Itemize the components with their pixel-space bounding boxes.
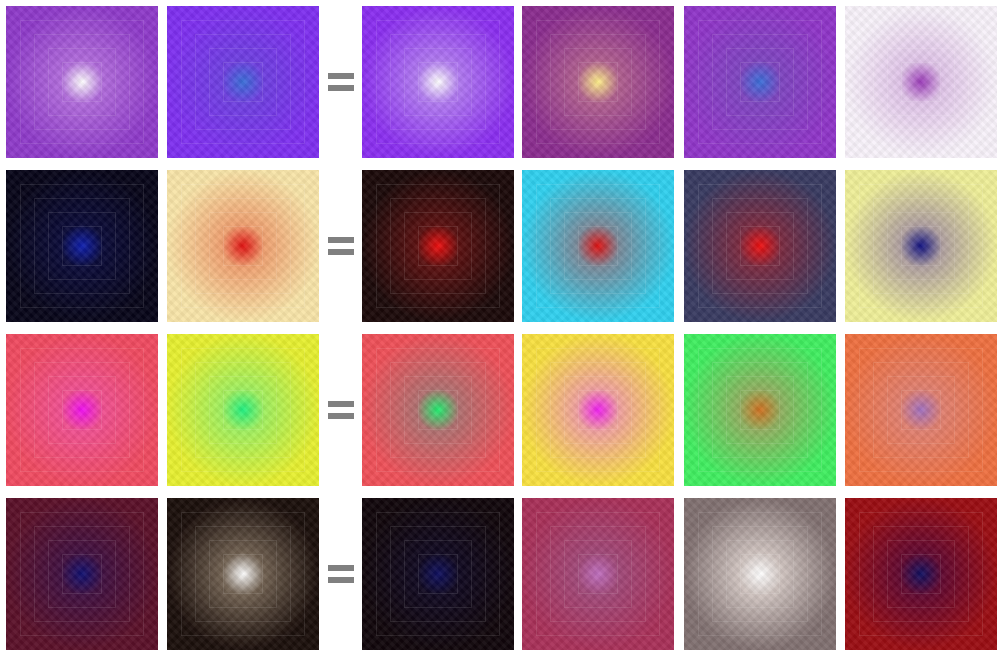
output-swatch-2-2 — [522, 170, 674, 322]
input-swatch-2-2 — [167, 170, 319, 322]
output-swatch-4-3 — [684, 498, 836, 650]
input-swatch-4-1 — [6, 498, 158, 650]
output-swatch-4-4 — [845, 498, 997, 650]
output-swatch-2-3 — [684, 170, 836, 322]
output-swatch-2-1 — [362, 170, 514, 322]
output-swatch-4-2 — [522, 498, 674, 650]
equals-sign-icon — [328, 237, 358, 259]
input-swatch-2-1 — [6, 170, 158, 322]
output-swatch-2-4 — [845, 170, 997, 322]
output-swatch-3-2 — [522, 334, 674, 486]
output-swatch-1-3 — [684, 6, 836, 158]
output-swatch-3-1 — [362, 334, 514, 486]
output-swatch-1-2 — [522, 6, 674, 158]
output-swatch-1-1 — [362, 6, 514, 158]
output-swatch-3-3 — [684, 334, 836, 486]
input-swatch-4-2 — [167, 498, 319, 650]
output-swatch-4-1 — [362, 498, 514, 650]
input-swatch-3-2 — [167, 334, 319, 486]
equals-sign-icon — [328, 73, 358, 95]
output-swatch-1-4 — [845, 6, 997, 158]
equals-sign-icon — [328, 565, 358, 587]
output-swatch-3-4 — [845, 334, 997, 486]
input-swatch-3-1 — [6, 334, 158, 486]
input-swatch-1-1 — [6, 6, 158, 158]
equals-sign-icon — [328, 401, 358, 423]
input-swatch-1-2 — [167, 6, 319, 158]
